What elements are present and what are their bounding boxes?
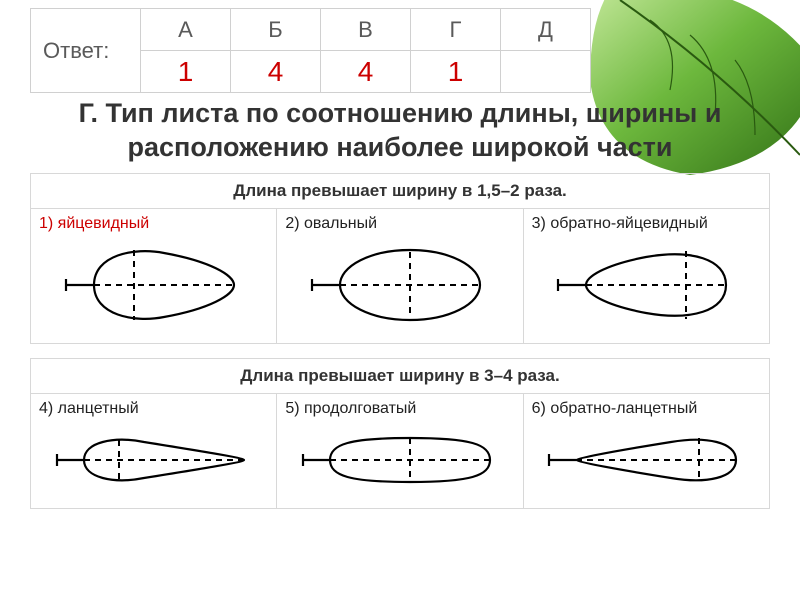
leaf-oval-icon xyxy=(300,235,500,335)
shape-lanceolate: 4) ланцетный xyxy=(31,394,277,508)
shape-label: 2) овальный xyxy=(285,215,514,233)
shape-oblong: 5) продолговатый xyxy=(277,394,523,508)
page-title: Г. Тип листа по соотношению длины, ширин… xyxy=(50,97,750,165)
col-a: А xyxy=(141,9,231,51)
answer-label: Ответ: xyxy=(31,9,141,93)
group-2-title: Длина превышает ширину в 3–4 раза. xyxy=(31,359,769,394)
shape-obovate: 3) обратно-яйцевидный xyxy=(524,209,769,343)
col-v: В xyxy=(321,9,411,51)
shape-oval: 2) овальный xyxy=(277,209,523,343)
group-2: Длина превышает ширину в 3–4 раза. 4) ла… xyxy=(30,358,770,509)
val-a: 1 xyxy=(141,51,231,93)
col-d: Д xyxy=(501,9,591,51)
col-b: Б xyxy=(231,9,321,51)
shape-oblanceolate: 6) обратно-ланцетный xyxy=(524,394,769,508)
leaf-oblong-icon xyxy=(295,420,505,500)
shape-label: 6) обратно-ланцетный xyxy=(532,400,761,418)
col-g: Г xyxy=(411,9,501,51)
group-1-title: Длина превышает ширину в 1,5–2 раза. xyxy=(31,174,769,209)
leaf-obovate-icon xyxy=(546,235,746,335)
answer-table: Ответ: А Б В Г Д 1 4 4 1 xyxy=(30,8,591,93)
leaf-lanceolate-icon xyxy=(49,420,259,500)
val-b: 4 xyxy=(231,51,321,93)
shape-label: 4) ланцетный xyxy=(39,400,268,418)
group-1: Длина превышает ширину в 1,5–2 раза. 1) … xyxy=(30,173,770,344)
shape-label: 5) продолговатый xyxy=(285,400,514,418)
shape-ovate: 1) яйцевидный xyxy=(31,209,277,343)
leaf-oblanceolate-icon xyxy=(541,420,751,500)
val-d xyxy=(501,51,591,93)
leaf-ovate-icon xyxy=(54,235,254,335)
shape-label: 1) яйцевидный xyxy=(39,215,268,233)
val-v: 4 xyxy=(321,51,411,93)
val-g: 1 xyxy=(411,51,501,93)
shape-label: 3) обратно-яйцевидный xyxy=(532,215,761,233)
